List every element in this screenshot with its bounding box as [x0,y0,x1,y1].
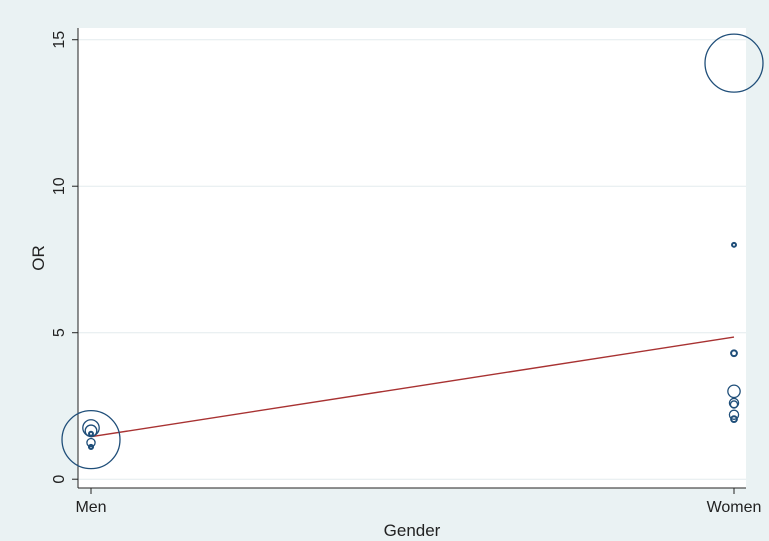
y-tick-label: 10 [51,177,68,195]
data-point [731,241,737,248]
data-point [87,443,95,451]
y-axis-title: OR [29,245,48,271]
y-tick-label: 15 [51,31,68,49]
y-tick-label: 0 [51,475,68,484]
axes: 0 5 10 15 Men Women [51,28,761,516]
data-point [729,400,739,409]
y-tick-label: 5 [51,328,68,337]
x-tick-label: Women [707,499,762,516]
data-point [730,415,738,424]
data-point [88,430,94,437]
x-axis-title: Gender [384,521,441,540]
data-point [61,410,121,470]
plot-area [78,28,746,488]
gridlines [78,39,746,480]
data-point [727,384,741,399]
data-point [704,33,764,93]
data-point [728,409,740,420]
data-point [730,349,738,358]
data-points [61,33,764,470]
fit-line-layer [90,336,735,438]
fit-line [90,336,735,438]
data-point [86,437,96,448]
x-tick-label: Men [75,499,106,516]
